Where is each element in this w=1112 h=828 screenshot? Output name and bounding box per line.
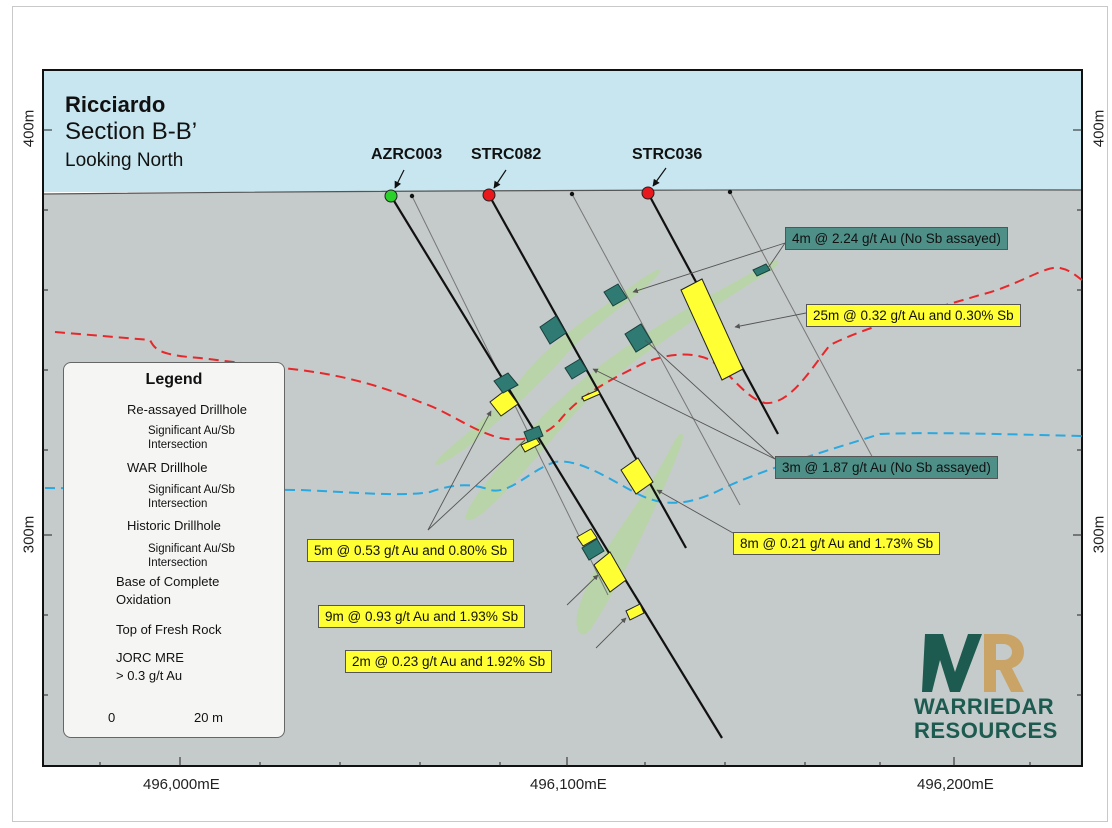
- legend-boco-2: Oxidation: [116, 592, 171, 607]
- yellow-intersect-9m-upper: [576, 528, 598, 547]
- legend-panel: Legend: [63, 362, 285, 738]
- legend-significant-2: Significant Au/Sb: [148, 484, 235, 496]
- legend-tofr: Top of Fresh Rock: [116, 622, 222, 637]
- legend-intersection-1: Intersection: [148, 439, 208, 451]
- logo-mark: [922, 634, 1024, 692]
- legend-historic: Historic Drillhole: [127, 518, 221, 533]
- intercept-callout-1: 4m @ 2.24 g/t Au (No Sb assayed): [785, 227, 1008, 250]
- collar-arrows: [394, 167, 667, 189]
- intercept-callout-3: 3m @ 1.87 g/t Au (No Sb assayed): [775, 456, 998, 479]
- legend-jorc-2: > 0.3 g/t Au: [116, 668, 183, 683]
- legend-scale-end: 20 m: [194, 710, 223, 725]
- azrc003-collar: [384, 189, 398, 203]
- yellow-intersections: [489, 278, 744, 621]
- easting-label-496000: 496,000mE: [143, 776, 220, 793]
- teal-intersect-7: [523, 425, 544, 443]
- easting-label-496100: 496,100mE: [530, 776, 607, 793]
- hole-label-strc036: STRC036: [632, 146, 703, 163]
- logo-text-warriedar: WARRIEDAR: [914, 694, 1055, 719]
- strc082-trace: [488, 194, 687, 549]
- yellow-intersect-8m: [620, 457, 654, 495]
- teal-intersect-5: [564, 358, 588, 380]
- legend-intersection-3: Intersection: [148, 557, 208, 569]
- elevation-label-400-left: 400m: [20, 109, 38, 148]
- legend-boco-1: Base of Complete: [116, 574, 220, 589]
- azrc003-trace: [390, 195, 723, 739]
- intercept-callout-7: 2m @ 0.23 g/t Au and 1.92% Sb: [345, 650, 553, 673]
- elevation-label-300-right: 300m: [1090, 515, 1108, 554]
- strc082-collar: [482, 188, 496, 202]
- yellow-intersect-9m: [593, 551, 627, 593]
- hole-label-strc082: STRC082: [471, 146, 542, 163]
- legend-intersection-2: Intersection: [148, 498, 208, 510]
- legend-significant-1: Significant Au/Sb: [148, 425, 235, 437]
- elevation-label-400-right: 400m: [1090, 109, 1108, 148]
- intercept-callout-5: 5m @ 0.53 g/t Au and 0.80% Sb: [307, 539, 515, 562]
- top-of-fresh-rock-line: [44, 432, 1083, 504]
- figure-frame: [12, 6, 1108, 822]
- mre-lens-upper: [435, 269, 661, 465]
- legend-war: WAR Drillhole: [127, 460, 208, 475]
- historic-hole-3: [729, 191, 876, 463]
- teal-intersect-4: [624, 323, 653, 353]
- legend-re-assayed: Re-assayed Drillhole: [127, 402, 247, 417]
- intercept-callout-4: 8m @ 0.21 g/t Au and 1.73% Sb: [733, 532, 941, 555]
- teal-intersect-1: [752, 263, 771, 277]
- base-of-complete-oxidation-line: [54, 266, 1083, 441]
- yellow-intersect-2m: [625, 603, 645, 621]
- intercept-callout-2: 25m @ 0.32 g/t Au and 0.30% Sb: [806, 304, 1021, 327]
- teal-intersect-2: [603, 283, 628, 307]
- teal-intersections: [493, 263, 771, 561]
- section-name: Ricciardo: [65, 92, 166, 117]
- yellow-intersect-strc036-25m: [680, 278, 744, 381]
- topography-line: [42, 189, 1083, 195]
- strc036-collar: [641, 186, 655, 200]
- teal-intersect-6: [493, 372, 519, 394]
- intercept-callout-6: 9m @ 0.93 g/t Au and 1.93% Sb: [318, 605, 526, 628]
- teal-intersect-8: [581, 538, 605, 561]
- yellow-intersect-5m: [489, 388, 519, 417]
- teal-intersect-3: [539, 315, 567, 345]
- easting-label-496200: 496,200mE: [917, 776, 994, 793]
- mre-lens-middle: [465, 260, 779, 521]
- section-direction: Looking North: [65, 150, 184, 171]
- sky-area: [43, 70, 1082, 192]
- yellow-intersect-strc082-small: [581, 389, 601, 402]
- section-title: Section B-B’: [65, 118, 198, 145]
- legend-significant-3: Significant Au/Sb: [148, 543, 235, 555]
- elevation-label-300-left: 300m: [20, 515, 38, 554]
- hole-label-azrc003: AZRC003: [371, 146, 443, 163]
- tick-marks: [43, 129, 1082, 766]
- callout-leaders: [427, 242, 807, 649]
- plot-frame: [42, 69, 1083, 767]
- historic-collars: [409, 189, 733, 199]
- legend-title: Legend: [145, 371, 203, 388]
- legend-jorc-1: JORC MRE: [116, 650, 184, 665]
- legend-scale-start: 0: [108, 710, 116, 725]
- logo-text-resources: RESOURCES: [914, 718, 1058, 743]
